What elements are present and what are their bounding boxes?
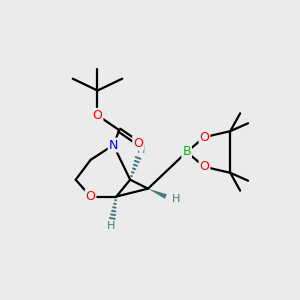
Text: B: B [182, 146, 191, 158]
Text: H: H [137, 145, 145, 155]
Polygon shape [148, 189, 167, 199]
Text: H: H [107, 221, 116, 231]
Text: O: O [200, 130, 209, 144]
Text: H: H [172, 194, 180, 203]
Text: O: O [200, 160, 209, 173]
Text: N: N [109, 139, 118, 152]
Text: O: O [93, 109, 102, 122]
Text: O: O [85, 190, 95, 203]
Text: O: O [133, 136, 143, 150]
